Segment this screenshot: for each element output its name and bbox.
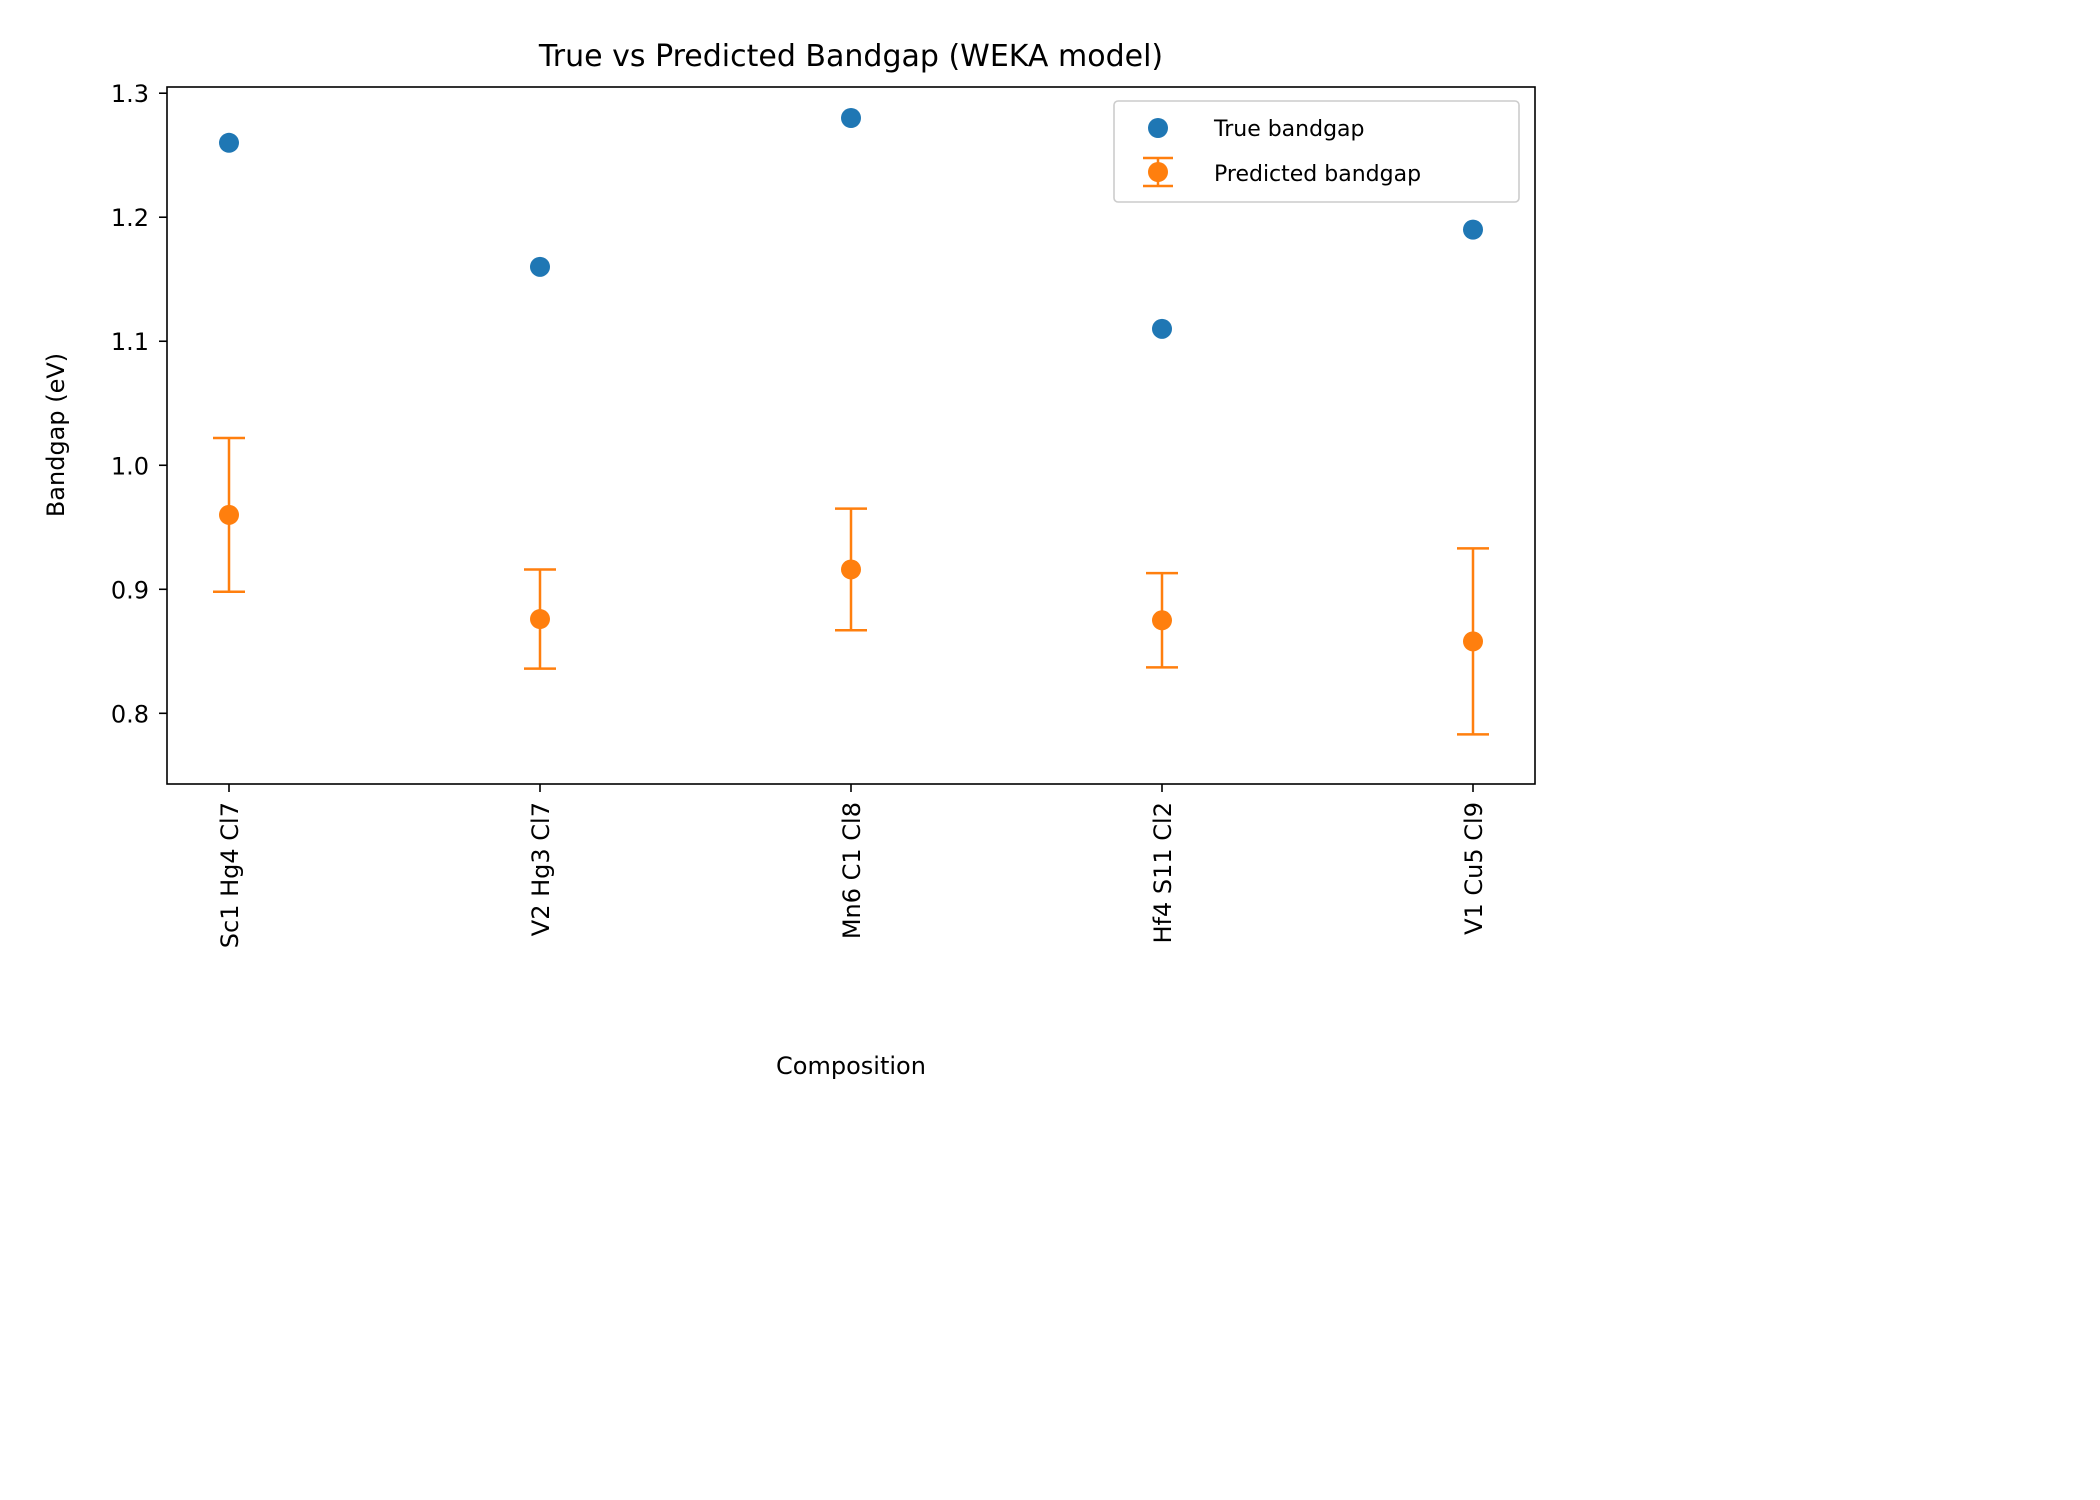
x-tick-label: Hf4 S11 Cl2 <box>1149 802 1177 944</box>
chart-figure: True vs Predicted Bandgap (WEKA model) 0… <box>42 39 1536 1080</box>
plot-area-frame <box>166 86 1536 785</box>
true-bandgap-point <box>1152 318 1172 339</box>
legend-predicted-bandgap-label: Predicted bandgap <box>1214 162 1421 187</box>
chart-svg: True vs Predicted Bandgap (WEKA model) 0… <box>42 39 1536 1080</box>
x-axis-label: Composition <box>776 1052 926 1080</box>
x-tick-label: Sc1 Hg4 Cl7 <box>216 802 244 948</box>
predicted-bandgap-point <box>530 609 550 630</box>
y-tick-label: 1.2 <box>111 204 149 232</box>
true-bandgap-point <box>841 108 861 129</box>
plot-marks <box>213 108 1489 736</box>
y-tick-label: 0.8 <box>111 700 149 728</box>
true-bandgap-point <box>1463 219 1483 240</box>
y-tick-label: 1.1 <box>111 328 149 356</box>
y-tick-label: 0.9 <box>111 576 149 604</box>
legend-true-bandgap-marker <box>1148 118 1168 138</box>
x-tick-label: Mn6 C1 Cl8 <box>838 802 866 939</box>
predicted-bandgap-point <box>1152 610 1172 631</box>
predicted-bandgap-point <box>841 559 861 580</box>
y-axis-label: Bandgap (eV) <box>42 353 70 517</box>
legend-frame <box>1113 100 1520 203</box>
y-tick-label: 1.3 <box>111 80 149 108</box>
y-tick-label: 1.0 <box>111 452 149 480</box>
x-tick-label: V1 Cu5 Cl9 <box>1460 802 1488 935</box>
y-axis-ticks: 0.8 0.9 1.0 1.1 1.2 1.3 <box>111 80 167 728</box>
chart-title: True vs Predicted Bandgap (WEKA model) <box>538 39 1163 74</box>
true-bandgap-point <box>219 132 239 153</box>
legend: True bandgap Predicted bandgap <box>1113 100 1520 203</box>
predicted-bandgap-point <box>1463 631 1483 652</box>
predicted-bandgap-point <box>219 504 239 525</box>
x-tick-label: V2 Hg3 Cl7 <box>527 802 555 936</box>
true-bandgap-point <box>530 256 550 277</box>
legend-predicted-bandgap-marker <box>1143 156 1173 188</box>
x-axis-ticks: Sc1 Hg4 Cl7 V2 Hg3 Cl7 Mn6 C1 Cl8 Hf4 S11 C… <box>216 784 1488 948</box>
legend-true-bandgap-label: True bandgap <box>1213 117 1365 142</box>
